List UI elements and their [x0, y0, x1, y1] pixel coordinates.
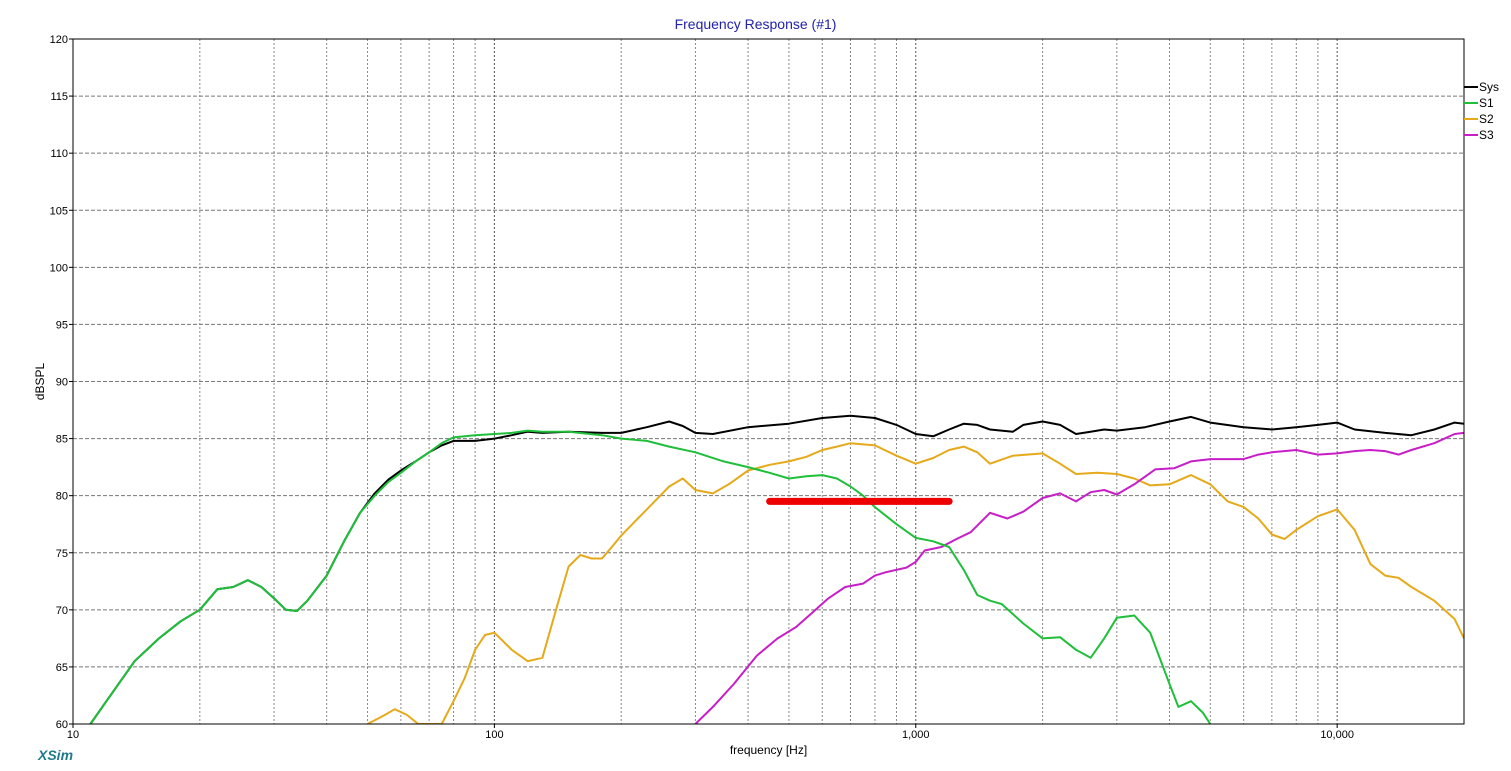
y-axis-label: dBSPL: [33, 362, 47, 400]
legend-label-s3: S3: [1479, 128, 1494, 142]
x-axis-label: frequency [Hz]: [730, 743, 807, 757]
legend-label-s1: S1: [1479, 96, 1494, 110]
series-line-s3: [694, 431, 1464, 724]
y-tick-label: 70: [56, 605, 68, 617]
x-tick-label: 100: [485, 729, 503, 741]
legend-label-s2: S2: [1479, 112, 1494, 126]
y-tick-label: 120: [50, 34, 68, 46]
xsim-logo: XSim: [38, 747, 74, 763]
y-tick-label: 95: [56, 319, 68, 331]
y-tick-label: 65: [56, 662, 68, 674]
plot-border: [72, 38, 1465, 725]
x-tick-label: 1,000: [902, 729, 930, 741]
chart-title: Frequency Response (#1): [674, 16, 837, 32]
x-tick-label: 10: [67, 729, 79, 741]
y-tick-label: 115: [50, 91, 68, 103]
series-line-s2: [367, 442, 1464, 724]
series-line-s1: [89, 429, 1212, 724]
y-tick-label: 100: [50, 262, 68, 274]
y-tick-label: 75: [56, 548, 68, 560]
y-tick-label: 105: [50, 205, 68, 217]
y-tick-label: 60: [56, 719, 68, 731]
y-tick-label: 90: [56, 377, 68, 389]
y-tick-label: 85: [56, 434, 68, 446]
legend-label-sys: Sys: [1479, 80, 1499, 94]
y-tick-label: 110: [50, 148, 68, 160]
y-tick-label: 80: [56, 491, 68, 503]
x-tick-label: 10,000: [1320, 729, 1354, 741]
